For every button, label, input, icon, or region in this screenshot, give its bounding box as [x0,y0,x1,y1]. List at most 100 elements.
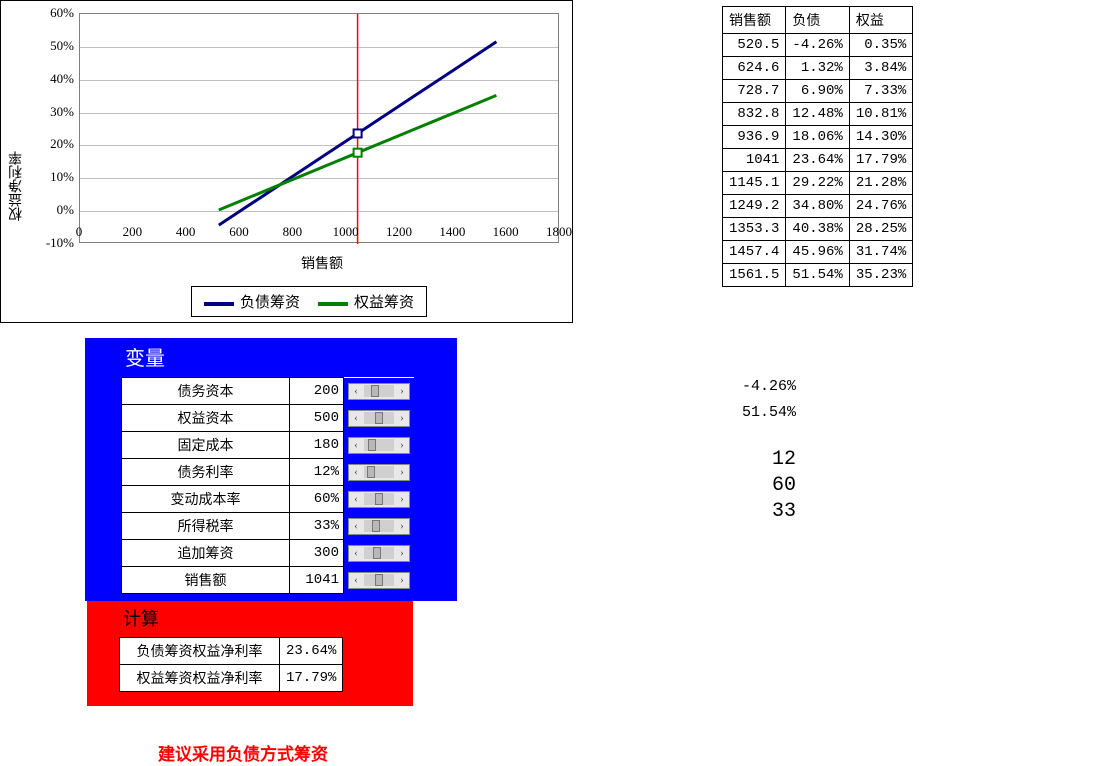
slider-left-arrow-icon[interactable]: ‹ [349,520,363,532]
slider-left-arrow-icon[interactable]: ‹ [349,466,363,478]
slider-left-arrow-icon[interactable]: ‹ [349,439,363,451]
slider-left-arrow-icon[interactable]: ‹ [349,493,363,505]
legend-swatch [318,302,348,306]
slider-right-arrow-icon[interactable]: › [395,412,409,424]
data-cell: 1041 [723,149,786,172]
slider-left-arrow-icon[interactable]: ‹ [349,412,363,424]
calc-label: 权益筹资权益净利率 [120,665,280,692]
recommendation-text: 建议采用负债方式筹资 [158,740,328,765]
x-tick-label: 0 [59,224,99,240]
slider-thumb[interactable] [367,466,375,478]
y-tick-label: 50% [34,38,74,54]
data-cell: 7.33% [849,80,912,103]
right-value-4: 60 [716,474,796,497]
data-table-header: 负债 [786,7,849,34]
variable-row: 追加筹资300‹› [122,540,414,567]
variable-row: 债务利率12%‹› [122,459,414,486]
series-marker [354,129,362,137]
data-cell: 1353.3 [723,218,786,241]
slider-thumb[interactable] [371,385,379,397]
slider-thumb[interactable] [372,520,380,532]
chart-container: 权益净利率 销售额 负债筹资权益筹资 -10%0%10%20%30%40%50%… [0,0,573,323]
slider-right-arrow-icon[interactable]: › [395,520,409,532]
slider-right-arrow-icon[interactable]: › [395,547,409,559]
slider-left-arrow-icon[interactable]: ‹ [349,547,363,559]
y-tick-label: 30% [34,104,74,120]
slider-track[interactable] [364,520,394,532]
table-row: 728.76.90%7.33% [723,80,913,103]
data-cell: 728.7 [723,80,786,103]
slider-thumb[interactable] [375,574,383,586]
slider-control[interactable]: ‹› [348,572,410,589]
slider-track[interactable] [364,439,394,451]
slider-control[interactable]: ‹› [348,545,410,562]
slider-track[interactable] [364,412,394,424]
data-cell: 936.9 [723,126,786,149]
slider-thumb[interactable] [375,493,383,505]
table-row: 1561.551.54%35.23% [723,264,913,287]
slider-track[interactable] [364,574,394,586]
data-cell: 35.23% [849,264,912,287]
table-row: 104123.64%17.79% [723,149,913,172]
calc-title: 计算 [87,601,413,637]
slider-right-arrow-icon[interactable]: › [395,385,409,397]
slider-thumb[interactable] [368,439,376,451]
table-row: 832.812.48%10.81% [723,103,913,126]
slider-right-arrow-icon[interactable]: › [395,493,409,505]
variable-value: 500 [290,405,344,432]
slider-right-arrow-icon[interactable]: › [395,439,409,451]
x-tick-label: 600 [219,224,259,240]
slider-track[interactable] [364,493,394,505]
slider-control[interactable]: ‹› [348,383,410,400]
variable-label: 追加筹资 [122,540,290,567]
variable-value: 1041 [290,567,344,594]
data-cell: 17.79% [849,149,912,172]
slider-thumb[interactable] [373,547,381,559]
right-value-2: 51.54% [716,404,796,421]
data-cell: 6.90% [786,80,849,103]
slider-control[interactable]: ‹› [348,410,410,427]
variable-label: 变动成本率 [122,486,290,513]
calc-row: 权益筹资权益净利率17.79% [120,665,343,692]
variables-title: 变量 [85,338,457,377]
x-tick-label: 800 [272,224,312,240]
slider-track[interactable] [364,466,394,478]
variables-panel: 变量 债务资本200‹›权益资本500‹›固定成本180‹›债务利率12%‹›变… [85,338,457,601]
slider-control[interactable]: ‹› [348,437,410,454]
legend-swatch [204,302,234,306]
variable-value: 33% [290,513,344,540]
slider-right-arrow-icon[interactable]: › [395,466,409,478]
data-cell: 14.30% [849,126,912,149]
slider-cell: ‹› [344,432,414,459]
slider-control[interactable]: ‹› [348,518,410,535]
table-row: 1457.445.96%31.74% [723,241,913,264]
y-tick-label: 20% [34,136,74,152]
table-row: 1353.340.38%28.25% [723,218,913,241]
slider-track[interactable] [364,547,394,559]
table-row: 624.61.32%3.84% [723,57,913,80]
variable-row: 固定成本180‹› [122,432,414,459]
data-table-header: 销售额 [723,7,786,34]
slider-left-arrow-icon[interactable]: ‹ [349,385,363,397]
variable-value: 180 [290,432,344,459]
y-tick-label: 60% [34,5,74,21]
variable-label: 固定成本 [122,432,290,459]
x-tick-label: 1000 [326,224,366,240]
slider-right-arrow-icon[interactable]: › [395,574,409,586]
right-value-5: 33 [716,500,796,523]
slider-control[interactable]: ‹› [348,464,410,481]
slider-track[interactable] [364,385,394,397]
variable-label: 权益资本 [122,405,290,432]
series-marker [354,149,362,157]
slider-control[interactable]: ‹› [348,491,410,508]
slider-cell: ‹› [344,567,414,594]
data-cell: 10.81% [849,103,912,126]
variable-row: 债务资本200‹› [122,378,414,405]
variable-row: 权益资本500‹› [122,405,414,432]
legend-item: 权益筹资 [318,291,414,312]
slider-thumb[interactable] [375,412,383,424]
slider-left-arrow-icon[interactable]: ‹ [349,574,363,586]
variable-label: 债务资本 [122,378,290,405]
data-cell: 1561.5 [723,264,786,287]
data-cell: 45.96% [786,241,849,264]
